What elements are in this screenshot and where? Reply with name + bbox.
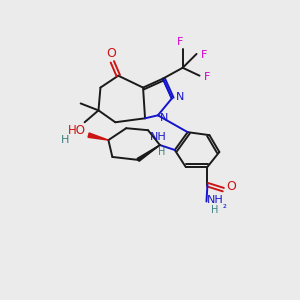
Text: NH: NH [207, 194, 224, 205]
Text: F: F [201, 50, 208, 60]
Text: H: H [211, 206, 218, 215]
Polygon shape [88, 133, 108, 140]
Text: ₂: ₂ [222, 200, 226, 211]
Text: O: O [106, 47, 116, 60]
Text: HO: HO [68, 124, 86, 137]
Text: NH: NH [150, 132, 166, 142]
Polygon shape [137, 145, 160, 161]
Text: H: H [61, 135, 69, 145]
Text: F: F [176, 37, 183, 47]
Text: H: H [158, 147, 166, 157]
Text: N: N [176, 92, 184, 101]
Text: N: N [160, 113, 168, 123]
Text: F: F [204, 72, 211, 82]
Text: O: O [226, 180, 236, 193]
